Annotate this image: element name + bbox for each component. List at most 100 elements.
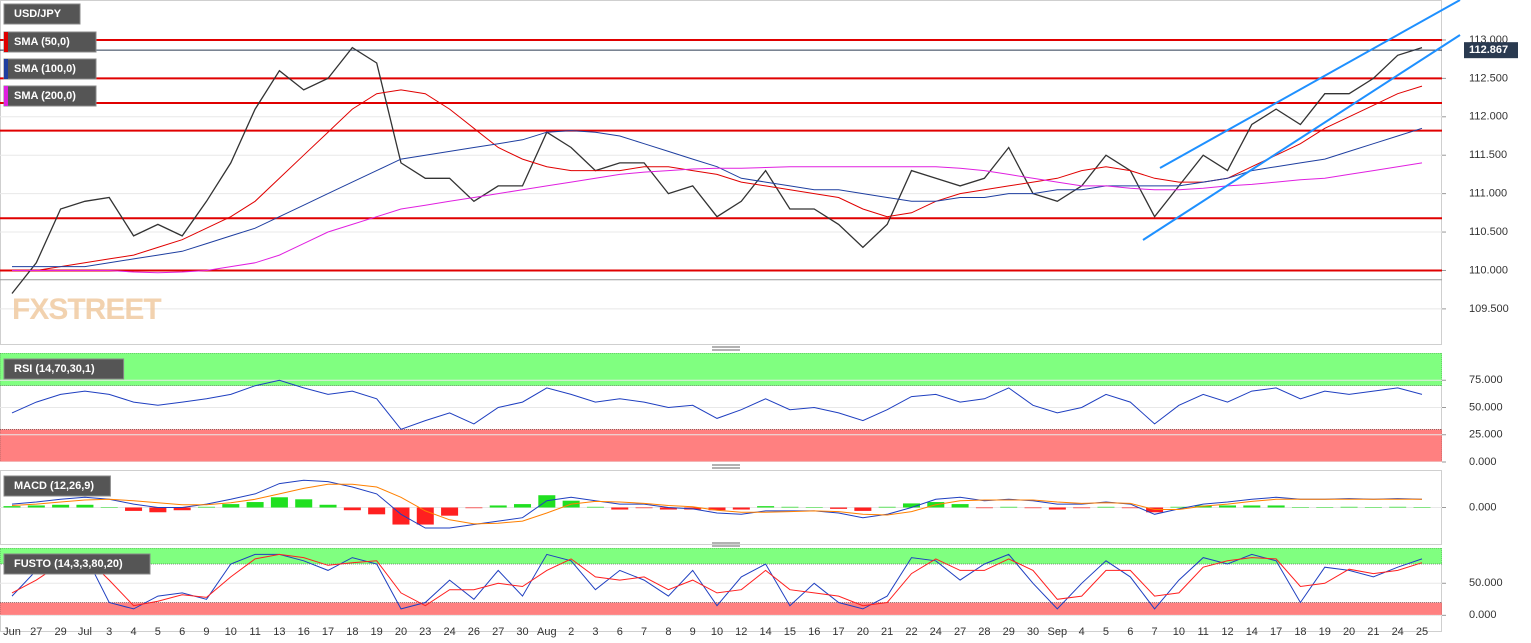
histogram-bar [295, 499, 313, 508]
histogram-bar [975, 507, 993, 509]
x-tick-label: 5 [155, 626, 161, 638]
histogram-bar [878, 506, 896, 508]
x-tick-label: 25 [1416, 626, 1428, 638]
y-tick-label: 110.000 [1469, 264, 1508, 276]
x-tick-label: 7 [1152, 626, 1158, 638]
x-tick-label: 21 [1367, 626, 1379, 638]
x-tick-label: 17 [322, 626, 334, 638]
histogram-bar [1340, 506, 1358, 508]
zone [0, 429, 1442, 462]
x-tick-label: 14 [759, 626, 771, 638]
histogram-bar [319, 504, 337, 508]
x-tick-label: 6 [179, 626, 185, 638]
series-line [11, 46, 1423, 294]
panel-title: MACD (12,26,9) [14, 480, 94, 492]
x-tick-label: 12 [735, 626, 747, 638]
x-tick-label: 17 [832, 626, 844, 638]
y-tick-label: 50.000 [1469, 401, 1503, 413]
x-tick-label: 3 [106, 626, 112, 638]
histogram-bar [708, 507, 726, 511]
histogram-bar [1316, 507, 1334, 508]
series-line [11, 479, 1423, 529]
histogram-bar [441, 507, 459, 516]
histogram-bar [830, 507, 848, 509]
x-tick-label: 24 [930, 626, 942, 638]
histogram-bar [781, 506, 799, 508]
histogram-bar [465, 507, 483, 509]
histogram-bar [343, 507, 361, 511]
histogram-bar [100, 507, 118, 508]
x-tick-label: 10 [711, 626, 723, 638]
x-tick-label: 20 [1343, 626, 1355, 638]
histogram-bar [76, 504, 94, 508]
panel: 0.000 25.000 50.000 75.000 [0, 353, 1503, 468]
histogram-bar [659, 507, 677, 510]
x-tick-label: 27 [492, 626, 504, 638]
histogram-bar [854, 507, 872, 511]
series-line [11, 553, 1423, 610]
x-tick-label: 2 [568, 626, 574, 638]
x-tick-label: 24 [443, 626, 455, 638]
histogram-bar [538, 495, 556, 508]
histogram-bar [246, 502, 264, 508]
series-line [11, 553, 1423, 607]
histogram-bar [149, 507, 167, 513]
channel-lower [1142, 34, 1461, 241]
panel: 0.000 [0, 470, 1497, 545]
panel: 0.000 50.000 [0, 548, 1503, 632]
histogram-bar [1048, 507, 1066, 510]
title-box [3, 553, 151, 575]
panel-title: FUSTO (14,3,3,80,20) [14, 558, 123, 570]
histogram-bar [1364, 507, 1382, 508]
histogram-bar [52, 504, 70, 508]
histogram-bar [1024, 507, 1042, 509]
x-tick-label: Jun [3, 626, 21, 638]
zone [0, 353, 1442, 386]
legend-swatch [4, 86, 8, 106]
histogram-bar [1219, 505, 1237, 508]
last-value-box [1464, 42, 1518, 59]
x-tick-label: 21 [881, 626, 893, 638]
y-tick-label: 75.000 [1469, 374, 1503, 386]
histogram-bar [1121, 507, 1139, 509]
x-tick-label: 26 [468, 626, 480, 638]
x-tick-label: 29 [54, 626, 66, 638]
series-line [11, 379, 1423, 430]
x-tick-label: 19 [371, 626, 383, 638]
histogram-bar [416, 507, 434, 525]
x-tick-label: 18 [346, 626, 358, 638]
x-tick-label: 24 [1392, 626, 1404, 638]
histogram-bar [514, 504, 532, 508]
watermark: FXSTREET [12, 293, 161, 326]
histogram-bar [902, 503, 920, 508]
y-tick-label: 112.500 [1469, 72, 1508, 84]
histogram-bar [3, 506, 21, 508]
histogram-bar [125, 507, 143, 511]
series-line [12, 127, 1423, 268]
legend-swatch [4, 59, 8, 79]
x-tick-label: Aug [537, 626, 557, 638]
series-line [11, 483, 1422, 525]
histogram-bar [951, 504, 969, 508]
x-tick-label: 15 [784, 626, 796, 638]
histogram-bar [1000, 506, 1018, 508]
x-tick-label: Sep [1048, 626, 1068, 638]
x-tick-label: 3 [592, 626, 598, 638]
x-tick-label: 6 [617, 626, 623, 638]
plot-area [0, 548, 1442, 616]
y-tick-label: 0.000 [1469, 609, 1497, 621]
x-tick-label: 22 [905, 626, 917, 638]
legend-label: SMA (200,0) [14, 90, 76, 102]
x-tick-label: 27 [954, 626, 966, 638]
x-tick-label: 30 [1027, 626, 1039, 638]
y-tick-label: 110.500 [1469, 226, 1508, 238]
histogram-bar [270, 497, 288, 508]
plot-area [0, 353, 1442, 462]
histogram-bar [611, 507, 629, 510]
x-tick-label: 19 [1319, 626, 1331, 638]
histogram-bar [197, 506, 215, 508]
x-tick-label: 11 [1197, 626, 1208, 638]
legend-swatch [4, 32, 8, 52]
histogram-bar [1291, 507, 1309, 508]
